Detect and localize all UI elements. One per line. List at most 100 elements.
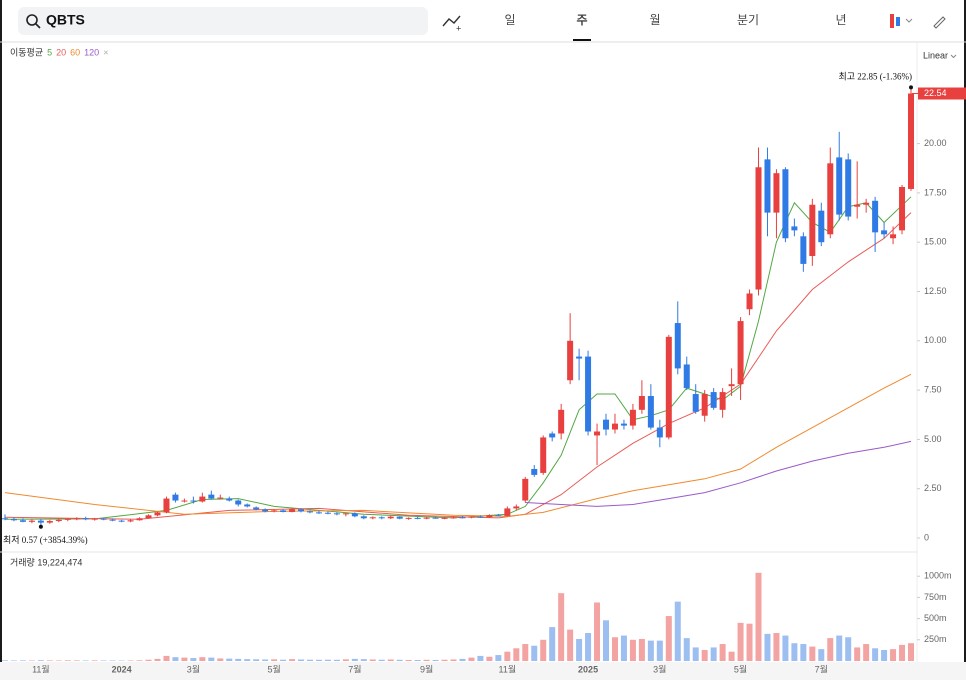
search-icon bbox=[26, 14, 38, 26]
volume-bar bbox=[360, 659, 367, 661]
candle-body bbox=[710, 392, 717, 408]
volume-bar bbox=[351, 658, 358, 661]
candle-body bbox=[315, 512, 322, 514]
volume-bar bbox=[387, 659, 394, 661]
candle-body bbox=[522, 478, 529, 501]
candle-body bbox=[253, 507, 260, 510]
candle-body bbox=[737, 321, 744, 385]
candle-body bbox=[656, 427, 663, 438]
volume-bar bbox=[235, 658, 242, 661]
candle-body bbox=[567, 340, 574, 381]
x-tick-label: 11월 bbox=[32, 663, 50, 674]
candle-body bbox=[746, 293, 753, 310]
candle-body bbox=[441, 517, 448, 519]
volume-bar bbox=[190, 658, 197, 661]
volume-bar bbox=[845, 637, 852, 661]
volume-bar bbox=[477, 655, 484, 661]
ma-label: 이동평균 bbox=[10, 47, 43, 57]
ma-close[interactable]: × bbox=[103, 47, 108, 57]
candle-body bbox=[585, 356, 592, 432]
indicator-plus: + bbox=[456, 23, 461, 33]
indicator-icon[interactable] bbox=[442, 15, 461, 27]
search-box[interactable] bbox=[18, 7, 428, 35]
volume-bar bbox=[881, 649, 888, 661]
candle-body bbox=[728, 384, 735, 387]
volume-bar bbox=[181, 657, 188, 661]
candle-body bbox=[378, 517, 385, 519]
candle-body bbox=[46, 521, 53, 523]
volume-bar bbox=[576, 638, 583, 661]
scale-label[interactable]: Linear bbox=[923, 50, 948, 60]
ma-line bbox=[525, 440, 912, 507]
candle-body bbox=[109, 519, 116, 521]
tab[interactable]: 년 bbox=[835, 13, 846, 27]
volume-tick-label: 500m bbox=[924, 613, 947, 623]
volume-bar bbox=[333, 659, 340, 661]
volume-bar bbox=[154, 658, 161, 661]
volume-bar bbox=[369, 659, 376, 661]
candle-body bbox=[154, 512, 161, 516]
candle-body bbox=[118, 520, 125, 522]
candle-body bbox=[199, 496, 206, 502]
volume-bar bbox=[746, 623, 753, 661]
x-tick-label: 7월 bbox=[815, 663, 828, 674]
pencil-icon[interactable] bbox=[933, 16, 946, 29]
volume-bar bbox=[127, 660, 134, 661]
y-tick-label: 10.00 bbox=[924, 335, 947, 345]
candle-icon[interactable] bbox=[890, 14, 894, 28]
candle-body bbox=[2, 518, 8, 520]
candle-body bbox=[10, 519, 17, 521]
volume-bar bbox=[782, 635, 789, 661]
volume-bar bbox=[450, 659, 457, 661]
candle-body bbox=[342, 513, 349, 515]
candle-body bbox=[432, 517, 439, 519]
candle-body bbox=[405, 517, 412, 519]
ma-legend: 60 bbox=[70, 47, 80, 57]
candle-body bbox=[190, 500, 197, 502]
candle-body bbox=[513, 506, 520, 509]
volume-bar bbox=[19, 660, 26, 661]
volume-bar bbox=[863, 644, 870, 661]
candle-body bbox=[576, 356, 583, 359]
candle-body bbox=[333, 513, 340, 515]
volume-bar bbox=[324, 659, 331, 661]
candle-body bbox=[468, 516, 475, 518]
candle-body bbox=[208, 494, 215, 499]
search-text[interactable]: QBTS bbox=[46, 12, 85, 28]
candle-body bbox=[19, 520, 26, 522]
volume-bar bbox=[172, 657, 179, 661]
candle-body bbox=[280, 510, 287, 512]
tab[interactable]: 주 bbox=[576, 13, 587, 27]
volume-bar bbox=[629, 639, 636, 661]
volume-bar bbox=[692, 647, 699, 661]
candle-body bbox=[827, 163, 834, 235]
candle-body bbox=[351, 513, 358, 517]
candle-body bbox=[836, 157, 843, 215]
tab[interactable]: 일 bbox=[504, 13, 515, 27]
volume-bar bbox=[558, 593, 565, 661]
volume-bar bbox=[64, 660, 71, 661]
volume-bar bbox=[405, 659, 412, 661]
volume-bar bbox=[701, 649, 708, 661]
candle-body bbox=[28, 520, 35, 522]
candle-body bbox=[719, 392, 726, 410]
volume-bar bbox=[28, 660, 35, 661]
y-tick-label: 5.00 bbox=[924, 434, 942, 444]
tab[interactable]: 분기 bbox=[737, 13, 759, 27]
candle-body bbox=[64, 518, 71, 520]
tab-underline bbox=[573, 39, 591, 41]
volume-bar bbox=[378, 659, 385, 661]
x-tick-label: 11월 bbox=[499, 663, 517, 674]
low-annotation: 최저 0.57 (+3854.39%) bbox=[3, 535, 88, 545]
candle-body bbox=[226, 498, 233, 501]
x-tick-label: 9월 bbox=[420, 663, 433, 674]
volume-bar bbox=[674, 601, 681, 661]
y-tick-label: 7.50 bbox=[924, 384, 942, 394]
tab[interactable]: 월 bbox=[649, 13, 660, 27]
volume-bar bbox=[289, 659, 296, 661]
candle-body bbox=[360, 516, 367, 519]
candle-body bbox=[764, 159, 771, 213]
candle-body bbox=[459, 517, 466, 519]
candle-body bbox=[638, 396, 645, 410]
time-axis-bg bbox=[0, 662, 966, 680]
